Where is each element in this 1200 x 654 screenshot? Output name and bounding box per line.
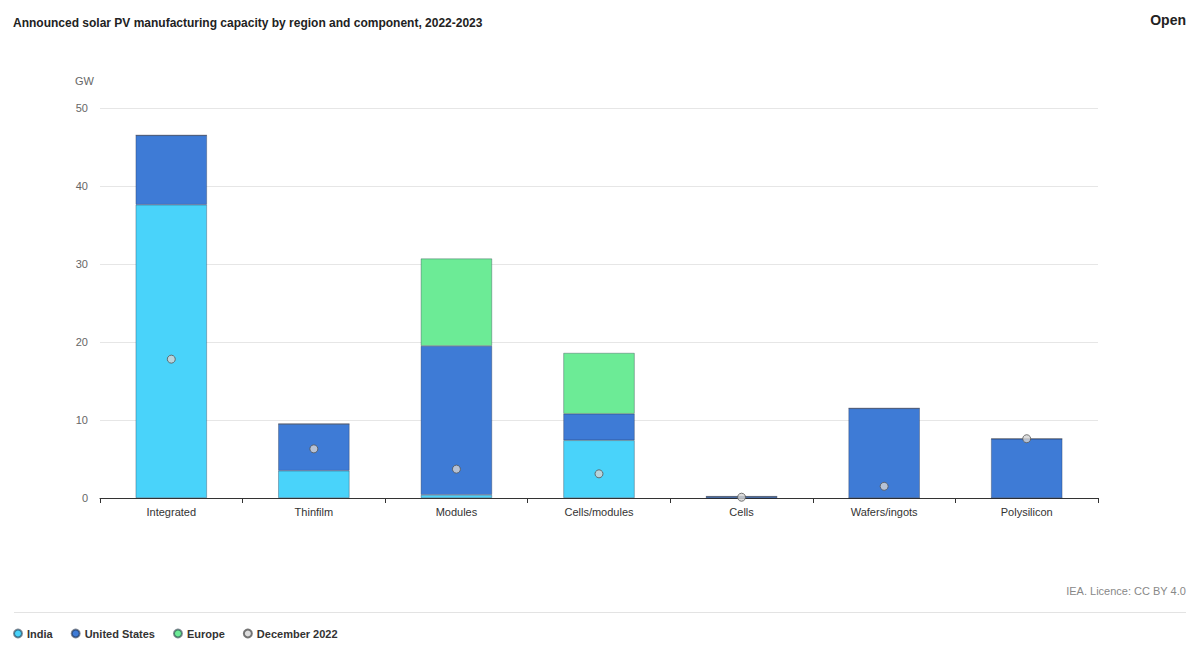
svg-text:Cells: Cells (729, 506, 754, 518)
svg-text:GW: GW (75, 75, 95, 87)
svg-text:India: India (27, 628, 54, 640)
svg-text:Polysilicon: Polysilicon (1001, 506, 1053, 518)
svg-text:40: 40 (76, 180, 88, 192)
svg-text:Announced solar PV manufacturi: Announced solar PV manufacturing capacit… (13, 16, 483, 30)
svg-text:IEA. Licence: CC BY 4.0: IEA. Licence: CC BY 4.0 (1066, 585, 1186, 597)
svg-text:Modules: Modules (436, 506, 478, 518)
svg-text:10: 10 (76, 414, 88, 426)
svg-text:Europe: Europe (187, 628, 225, 640)
svg-text:50: 50 (76, 102, 88, 114)
svg-text:December 2022: December 2022 (257, 628, 338, 640)
svg-text:Cells/modules: Cells/modules (564, 506, 634, 518)
svg-text:30: 30 (76, 258, 88, 270)
svg-text:Integrated: Integrated (147, 506, 197, 518)
svg-text:0: 0 (82, 492, 88, 504)
svg-text:Thinfilm: Thinfilm (295, 506, 334, 518)
svg-text:20: 20 (76, 336, 88, 348)
svg-text:Wafers/ingots: Wafers/ingots (851, 506, 918, 518)
svg-text:United States: United States (85, 628, 155, 640)
svg-text:Open: Open (1150, 12, 1186, 28)
